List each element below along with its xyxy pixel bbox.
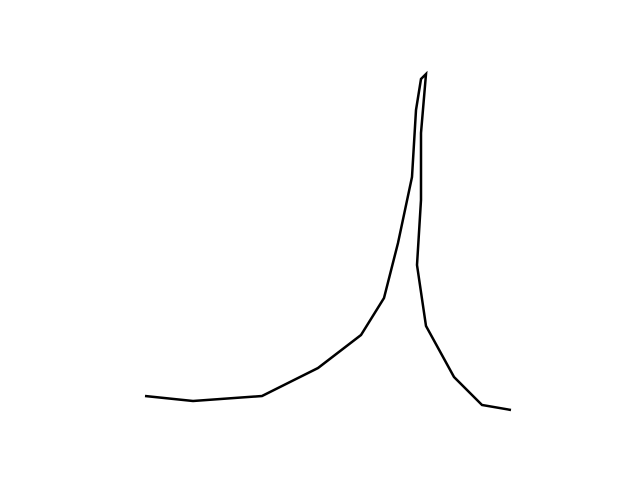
sketch-line: [144, 70, 512, 412]
